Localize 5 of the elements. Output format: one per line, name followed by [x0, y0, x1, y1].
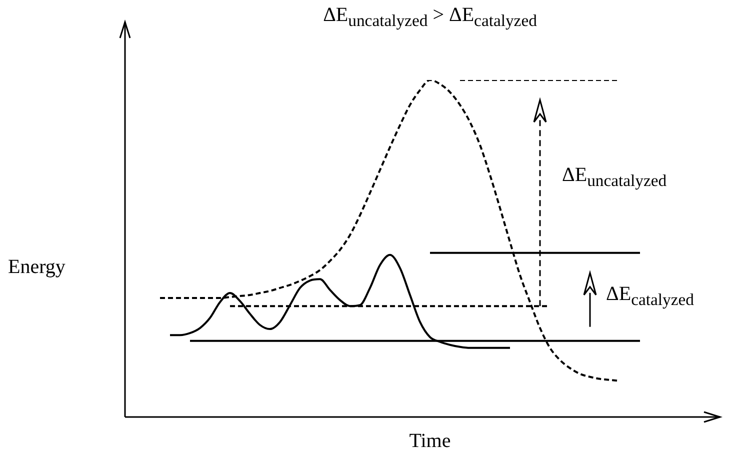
annotation: ΔE$_{catalyzed}$ [606, 283, 694, 310]
x-axis-title: Time [408, 430, 452, 453]
y-axis-title: Energy [8, 256, 66, 279]
annotation: ΔE$_{uncatalyzed}$ [562, 164, 667, 191]
chart-title: ΔE$_{uncatalyzed}$ > ΔE$_{catalyzed}$ [322, 4, 538, 31]
